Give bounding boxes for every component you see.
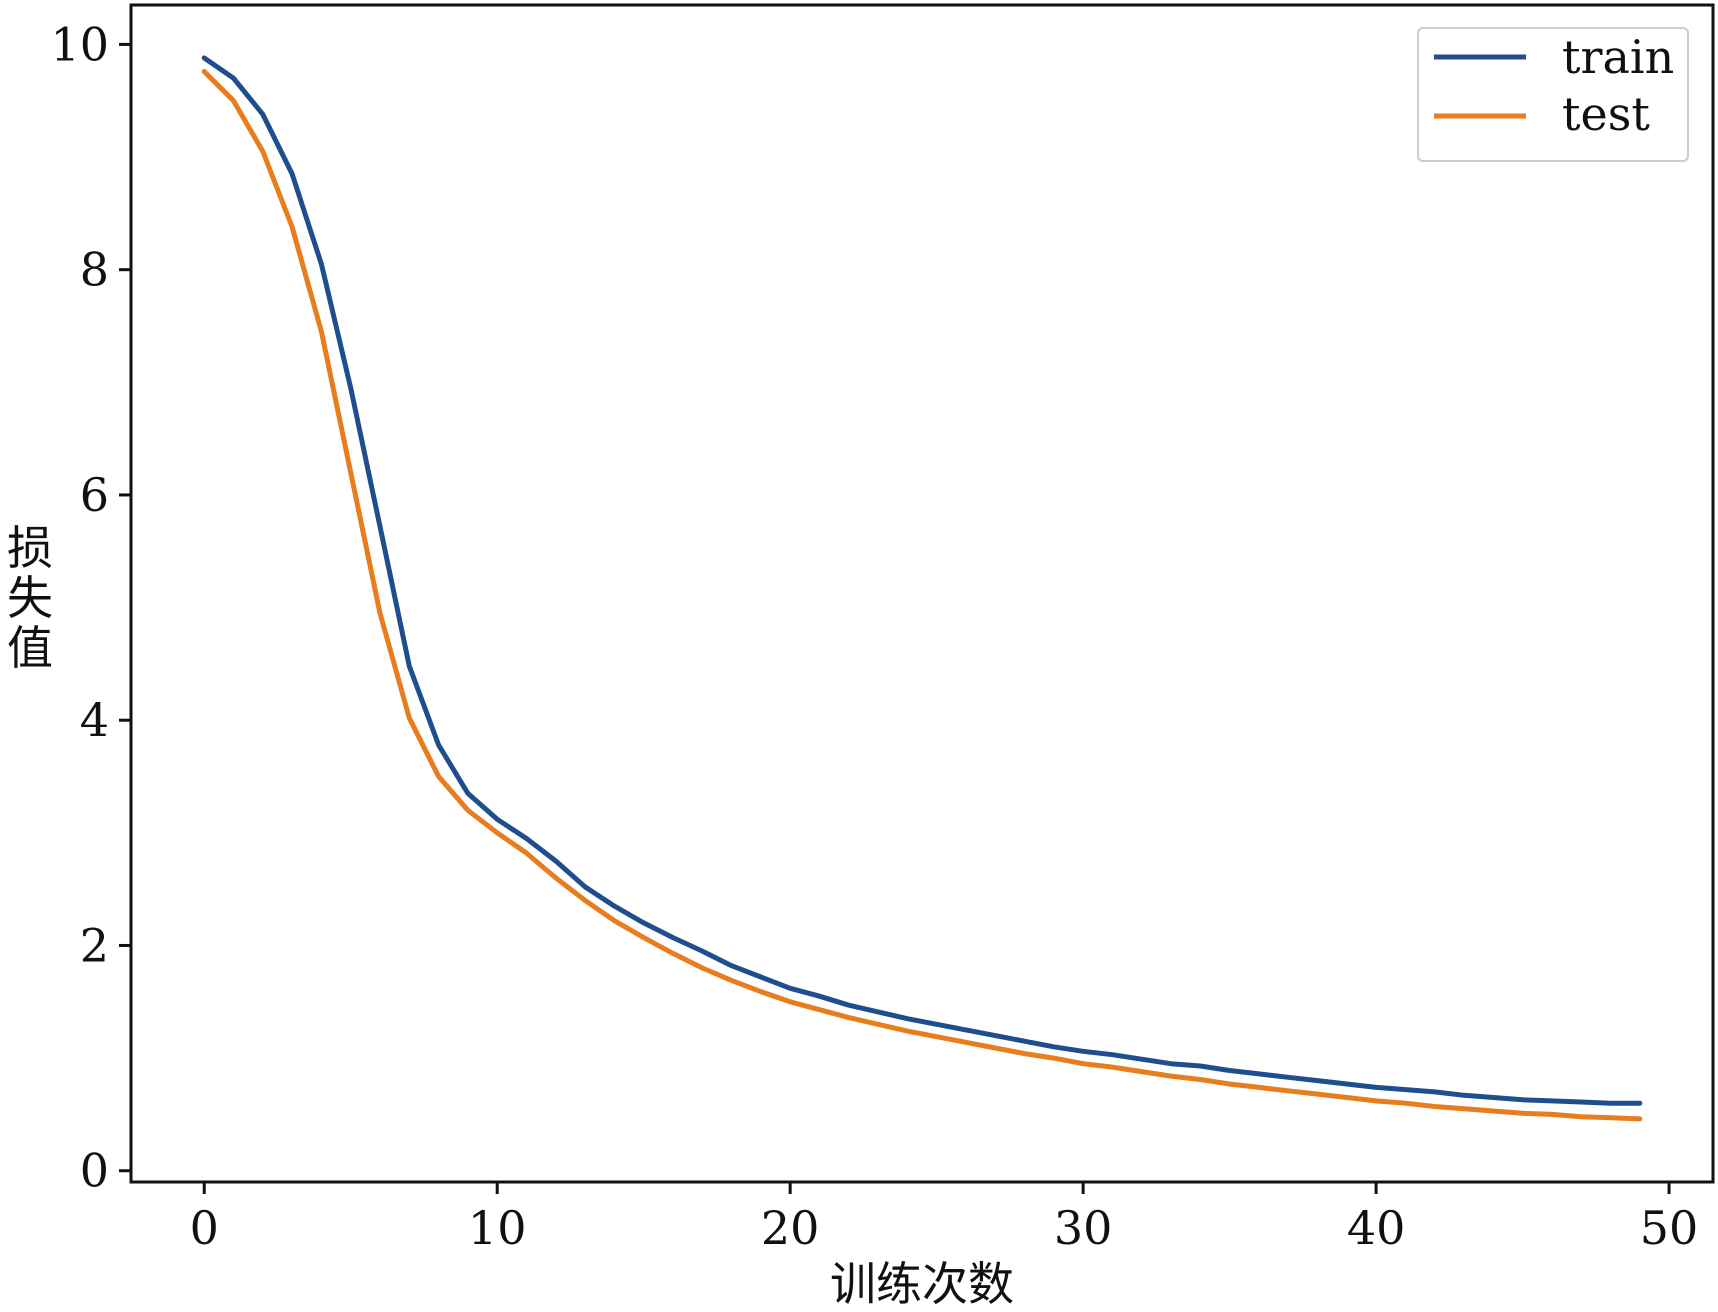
legend-label-test: test	[1562, 87, 1650, 141]
x-tick-label: 0	[190, 1201, 219, 1255]
y-tick-label: 10	[50, 17, 109, 71]
y-tick-label: 2	[80, 918, 109, 972]
series-layer	[201, 55, 1643, 1122]
y-tick-label: 6	[80, 468, 109, 522]
series-line-test	[201, 69, 1643, 1122]
x-axis-ticks: 0 10 20 30 40 50	[190, 1182, 1699, 1255]
y-tick-label: 8	[80, 243, 109, 297]
x-tick-label: 50	[1640, 1201, 1699, 1255]
x-tick-label: 20	[761, 1201, 820, 1255]
legend-label-train: train	[1562, 30, 1674, 84]
y-axis-ticks: 0 2 4 6 8 10	[50, 17, 131, 1198]
legend: train test	[1417, 27, 1689, 162]
x-tick-label: 10	[468, 1201, 527, 1255]
y-axis-label: 损失值	[7, 521, 53, 675]
x-axis-label: 训练次数	[830, 1257, 1014, 1311]
y-tick-label: 0	[80, 1144, 109, 1198]
legend-box	[1417, 27, 1689, 162]
x-tick-label: 30	[1054, 1201, 1113, 1255]
series-line-train	[201, 55, 1643, 1106]
plot-frame	[129, 3, 1715, 1184]
x-tick-label: 40	[1347, 1201, 1406, 1255]
y-tick-label: 4	[80, 693, 109, 747]
